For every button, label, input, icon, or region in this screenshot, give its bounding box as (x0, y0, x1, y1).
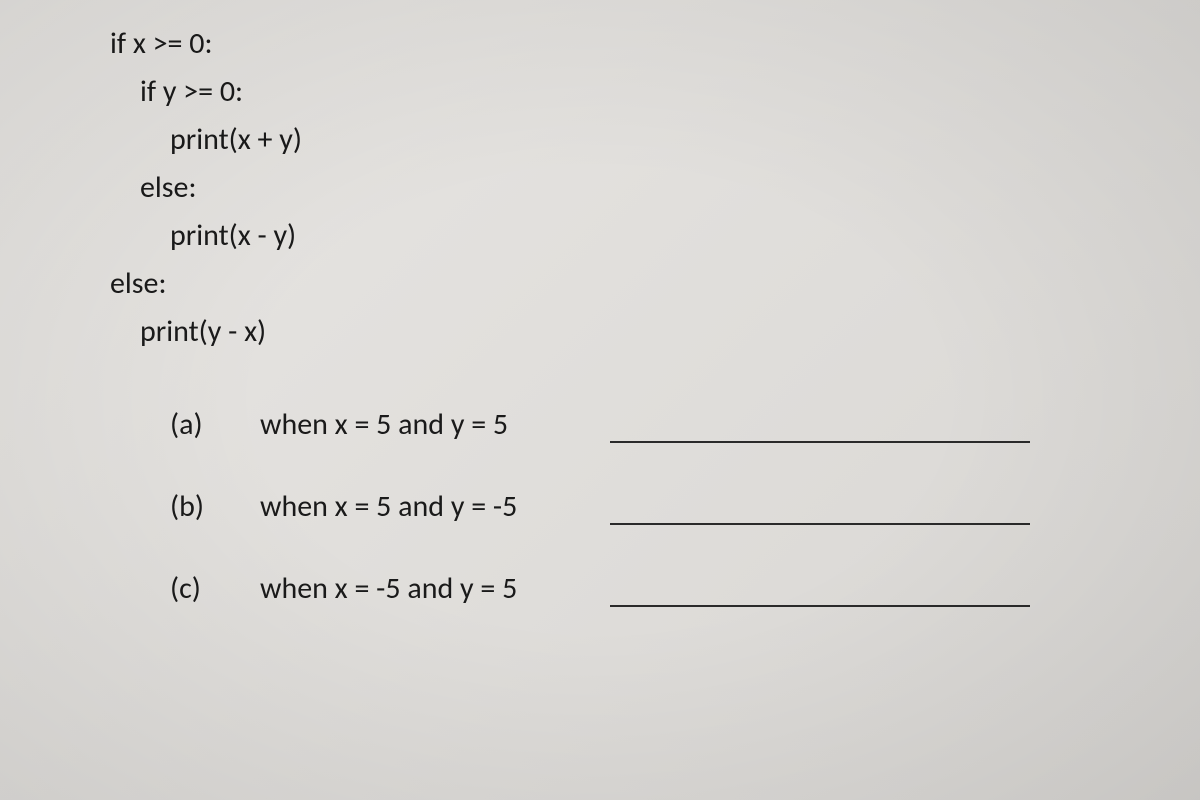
question-label: (c) (170, 570, 260, 607)
code-block: if x >= 0:if y >= 0:print(x + y)else:pri… (110, 20, 1100, 356)
question-label: (b) (170, 488, 260, 525)
question-row: (a)when x = 5 and y = 5 (170, 406, 1100, 443)
code-line: print(x - y) (110, 212, 1100, 260)
code-line: else: (110, 164, 1100, 212)
question-text: when x = -5 and y = 5 (260, 570, 600, 607)
code-line: print(x + y) (110, 116, 1100, 164)
code-line: if y >= 0: (110, 68, 1100, 116)
code-line: if x >= 0: (110, 20, 1100, 68)
question-text: when x = 5 and y = -5 (260, 488, 600, 525)
answer-blank[interactable] (610, 577, 1030, 607)
question-label: (a) (170, 406, 260, 443)
question-text: when x = 5 and y = 5 (260, 406, 600, 443)
answer-blank[interactable] (610, 495, 1030, 525)
question-row: (c)when x = -5 and y = 5 (170, 570, 1100, 607)
question-row: (b)when x = 5 and y = -5 (170, 488, 1100, 525)
code-line: else: (110, 260, 1100, 308)
code-line: print(y - x) (110, 308, 1100, 356)
questions-list: (a)when x = 5 and y = 5(b)when x = 5 and… (170, 406, 1100, 607)
answer-blank[interactable] (610, 413, 1030, 443)
